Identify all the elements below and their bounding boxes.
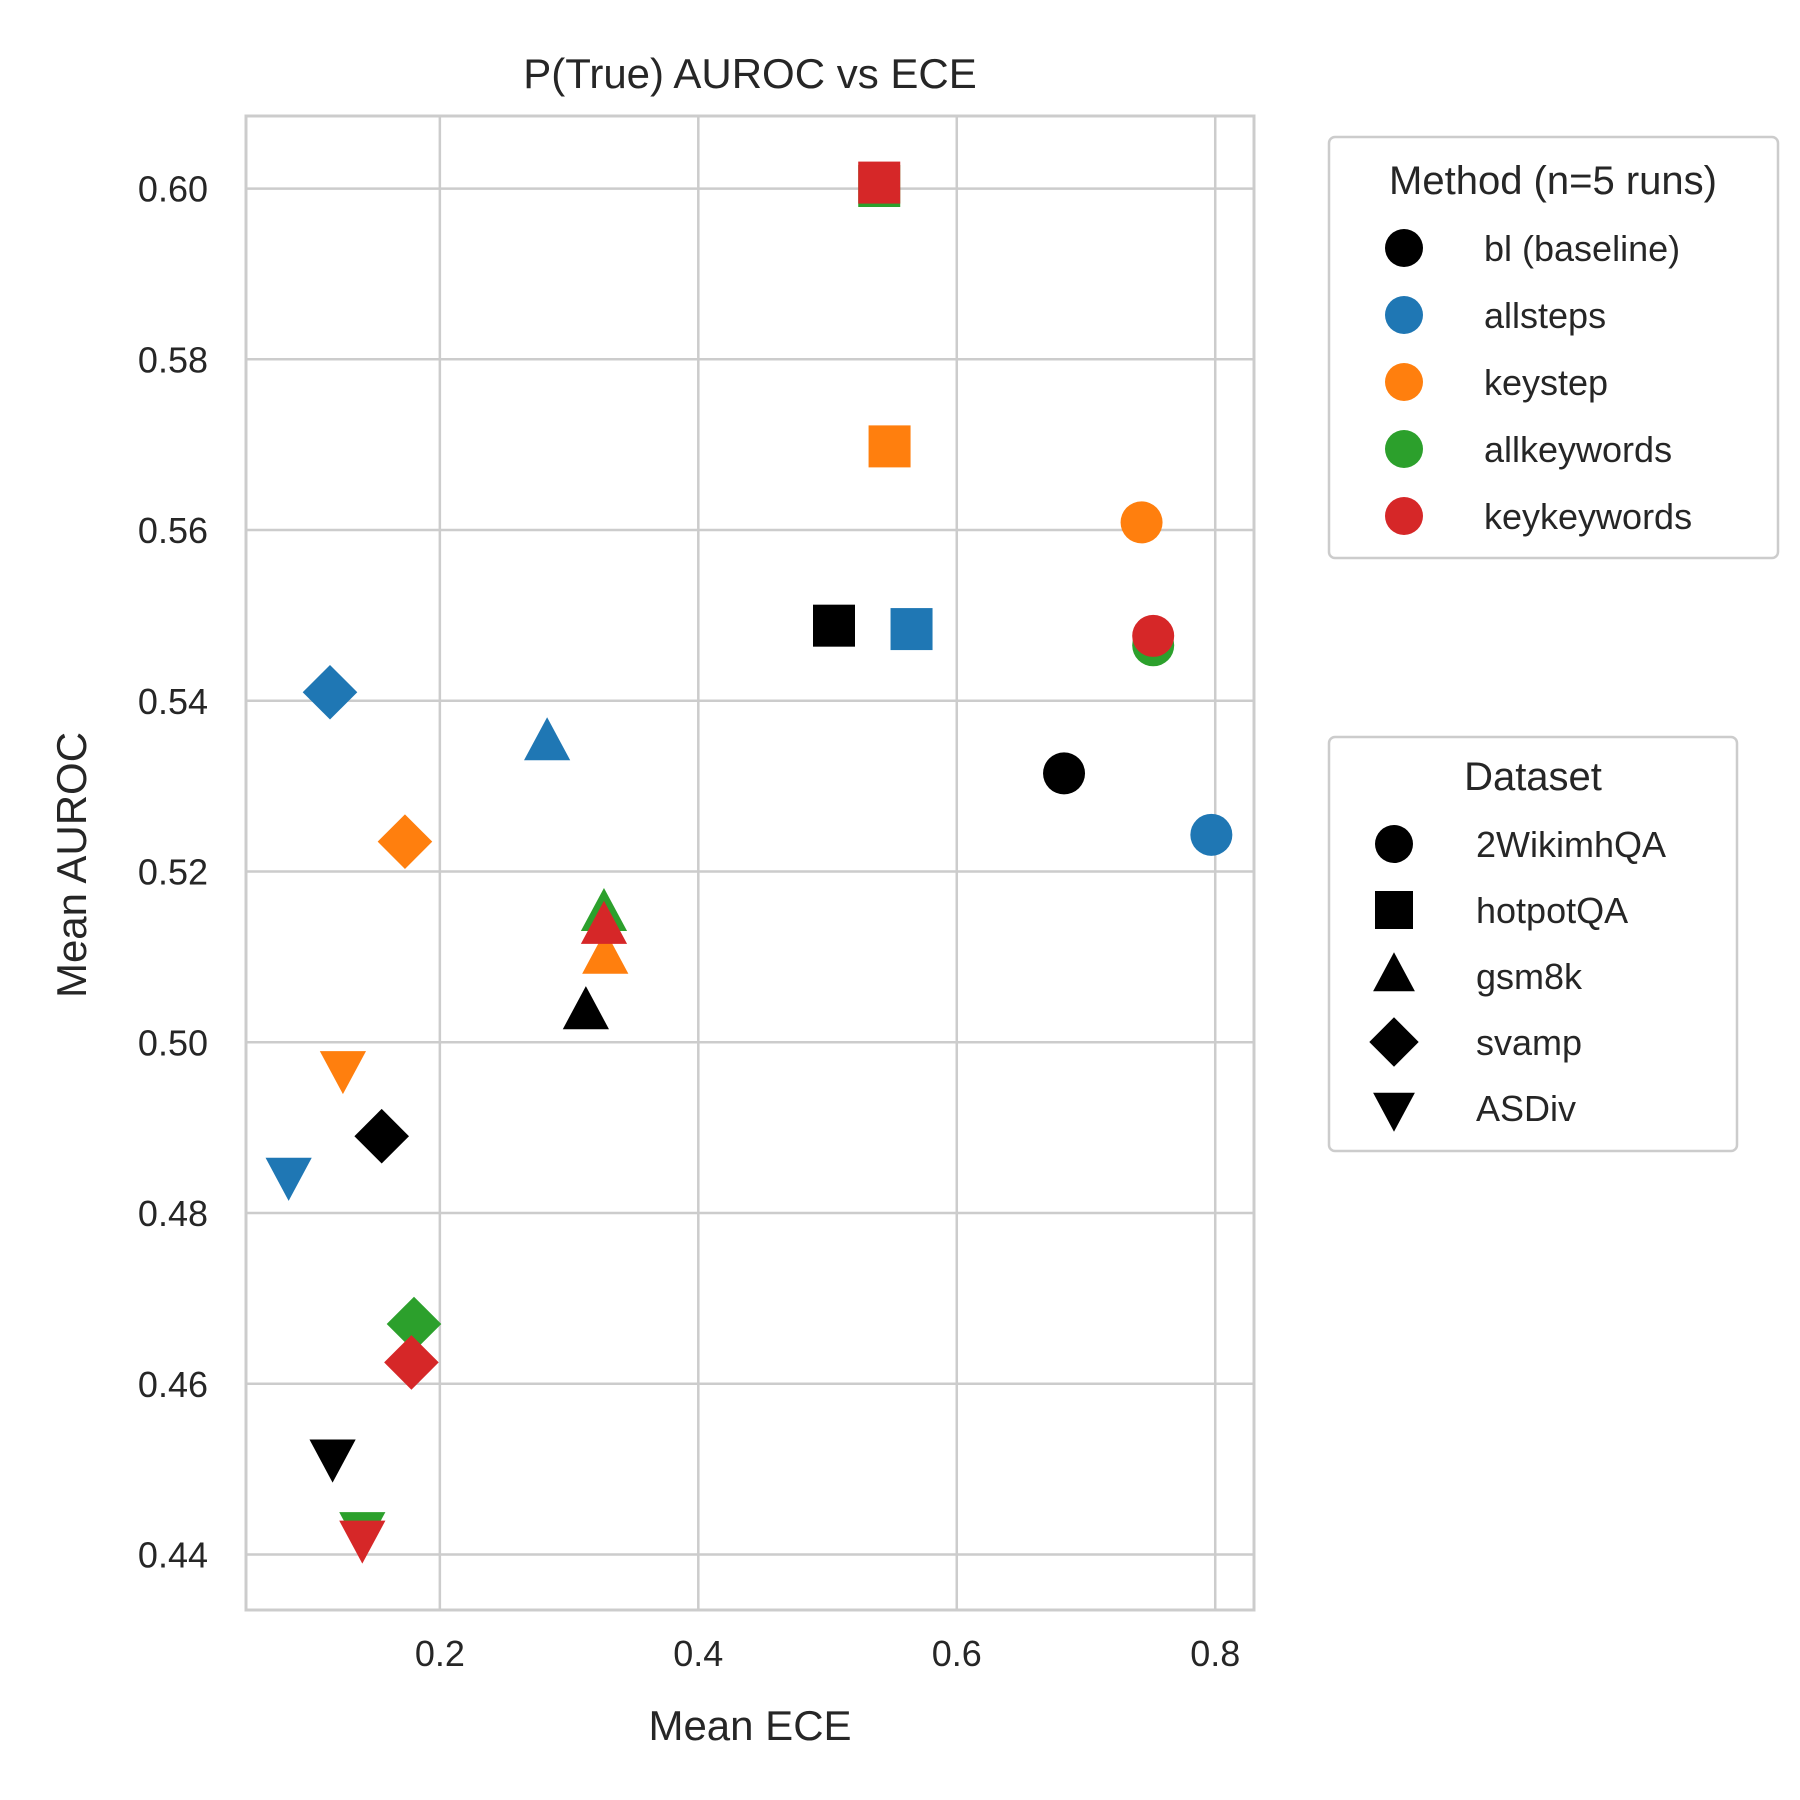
legend-dataset-label: 2WikimhQA (1476, 824, 1666, 865)
legend-method-label: allkeywords (1484, 429, 1672, 470)
legend-dataset-label: svamp (1476, 1022, 1582, 1063)
point-keystep-gsm8k (582, 930, 629, 974)
x-tick-label: 0.4 (673, 1633, 723, 1674)
legend-method-label: keystep (1484, 362, 1608, 403)
y-tick-label: 0.46 (138, 1364, 208, 1405)
x-tick-label: 0.2 (415, 1633, 465, 1674)
legend-color-swatch (1385, 430, 1423, 468)
legend-method-label: keykeywords (1484, 496, 1692, 537)
y-tick-label: 0.58 (138, 339, 208, 380)
legend-dataset-label: hotpotQA (1476, 890, 1628, 931)
point-keykeywords-asdiv (339, 1520, 386, 1564)
points-layer (265, 161, 1233, 1564)
point-bl-baseline-svamp (354, 1108, 409, 1164)
legend-marker-square-icon (1375, 891, 1413, 929)
point-bl-baseline-hotpotqa (813, 604, 855, 647)
legend-dataset: Dataset 2WikimhQA hotpotQA gsm8k svamp ASDiv (1327, 735, 1739, 1153)
legend-method-label: bl (baseline) (1484, 228, 1680, 269)
point-allsteps-svamp (302, 664, 358, 720)
y-tick-label: 0.52 (138, 852, 208, 893)
point-keystep-svamp (377, 814, 433, 869)
point-bl-baseline-asdiv (309, 1439, 356, 1483)
legend-marker-triangle-down-icon (1373, 1092, 1415, 1132)
legend-color-swatch (1385, 363, 1423, 401)
y-tick-label: 0.48 (138, 1193, 208, 1234)
legend-color-swatch (1385, 296, 1423, 334)
legend-color-swatch (1385, 497, 1423, 535)
point-allsteps-hotpotqa (890, 608, 933, 651)
legend-marker-diamond-icon (1369, 1017, 1419, 1067)
legend-method: Method (n=5 runs) bl (baseline) allsteps k… (1327, 135, 1780, 560)
point-keystep-asdiv (319, 1051, 367, 1095)
point-keystep-2wikimhqa (1120, 501, 1163, 544)
point-bl-baseline-gsm8k (562, 986, 609, 1030)
legend-dataset-box (1327, 735, 1739, 1153)
point-allkeywords-svamp (386, 1296, 442, 1352)
grid-layer (246, 116, 1254, 1610)
y-tick-label: 0.50 (138, 1022, 208, 1063)
point-allsteps-2wikimhqa (1190, 813, 1233, 856)
legend-method-label: allsteps (1484, 295, 1606, 336)
plot-frame (244, 114, 1256, 1612)
legend-dataset-title: Dataset (1464, 755, 1602, 799)
y-tick-label: 0.54 (138, 681, 208, 722)
point-keykeywords-2wikimhqa (1132, 614, 1175, 657)
point-bl-baseline-2wikimhqa (1043, 752, 1086, 795)
x-axis-label: Mean ECE (648, 1702, 851, 1749)
point-keykeywords-svamp (384, 1335, 439, 1390)
x-tick-label: 0.8 (1190, 1633, 1240, 1674)
legend-marker-triangle-up-icon (1373, 952, 1415, 992)
point-keykeywords-hotpotqa (858, 161, 901, 204)
legend-dataset-label: gsm8k (1476, 956, 1583, 997)
point-keykeywords-gsm8k (580, 900, 628, 944)
x-tick-label: 0.6 (932, 1633, 982, 1674)
point-keystep-hotpotqa (868, 425, 911, 468)
legend-color-swatch (1385, 229, 1423, 267)
y-tick-label: 0.56 (138, 510, 208, 551)
legend-marker-circle-icon (1375, 825, 1413, 863)
legend-dataset-label: ASDiv (1476, 1088, 1576, 1129)
point-allsteps-gsm8k (524, 717, 571, 761)
point-allsteps-asdiv (265, 1157, 312, 1201)
legend-method-box (1327, 135, 1780, 560)
chart-title: P(True) AUROC vs ECE (523, 50, 977, 97)
y-tick-label: 0.44 (138, 1535, 208, 1576)
tick-labels: 0.2 0.4 0.6 0.8 0.44 0.46 0.48 0.50 0.52 0.54 0.56… (138, 169, 1240, 1674)
y-axis-label: Mean AUROC (48, 732, 95, 998)
legend-method-title: Method (n=5 runs) (1389, 159, 1717, 203)
y-tick-label: 0.60 (138, 169, 208, 210)
